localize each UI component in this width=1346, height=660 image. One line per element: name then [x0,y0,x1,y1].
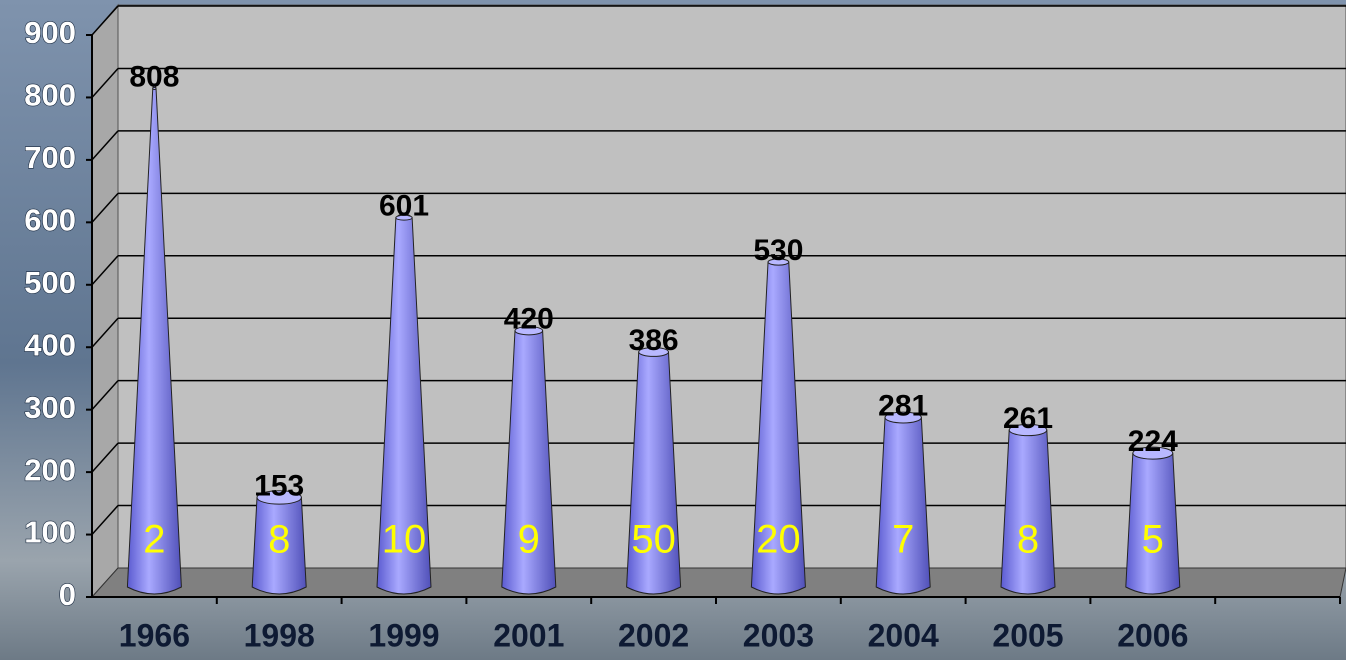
bar-top [1132,446,1174,460]
bar-label: 8 [268,518,290,562]
value-label: 261 [1003,402,1053,435]
value-label: 808 [129,60,179,93]
x-tick-label: 2006 [1117,617,1188,653]
bar-label: 8 [1017,518,1039,562]
x-tick-label: 2001 [493,617,564,653]
y-tick-label: 0 [59,577,76,612]
y-tick-label: 200 [24,452,76,487]
value-label: 530 [753,234,803,267]
value-label: 386 [629,324,679,357]
bar-top [514,326,544,336]
bar [875,413,931,595]
bar-label: 2 [143,518,165,562]
bar-top [767,258,790,266]
value-label: 420 [504,303,554,336]
grid-line-side [91,130,119,161]
grid-line-side [91,442,119,473]
grid-line-side [91,192,119,223]
y-tick-label: 700 [24,140,76,175]
bar-label: 5 [1142,518,1164,562]
value-label: 281 [878,389,928,422]
y-tick-label: 100 [24,515,76,550]
bar-top [638,347,669,357]
x-tick-label: 2002 [618,617,689,653]
x-tick-label: 2005 [992,617,1063,653]
grid-line-side [91,255,119,286]
value-label: 153 [254,469,304,502]
bar-top [395,214,413,221]
y-tick-label: 900 [24,15,76,50]
bar-top [152,86,157,90]
x-tick-label: 1966 [119,617,190,653]
y-tick-label: 300 [24,390,76,425]
bar-label: 50 [631,518,676,562]
x-tick-label: 2003 [743,617,814,653]
value-label: 601 [379,190,429,223]
x-tick-label: 1998 [244,617,315,653]
bar-label: 20 [756,518,801,562]
bar-top [256,490,302,505]
bar-label: 9 [518,518,540,562]
x-tick-label: 1999 [368,617,439,653]
bar-label: 7 [892,518,914,562]
y-tick-label: 400 [24,327,76,362]
value-label: 224 [1128,425,1178,458]
bar-top [884,411,922,424]
grid-line-side [91,380,119,411]
grid-line-side [91,317,119,348]
grid-line-side [91,5,119,36]
bar-label: 10 [382,518,427,562]
y-tick-label: 500 [24,265,76,300]
grid-line-side [91,505,119,536]
y-tick-label: 600 [24,203,76,238]
bar-top [1008,423,1048,437]
bar [1000,425,1056,595]
grid-line-side [91,67,119,98]
y-tick-label: 800 [24,78,76,113]
x-tick-label: 2004 [868,617,939,653]
